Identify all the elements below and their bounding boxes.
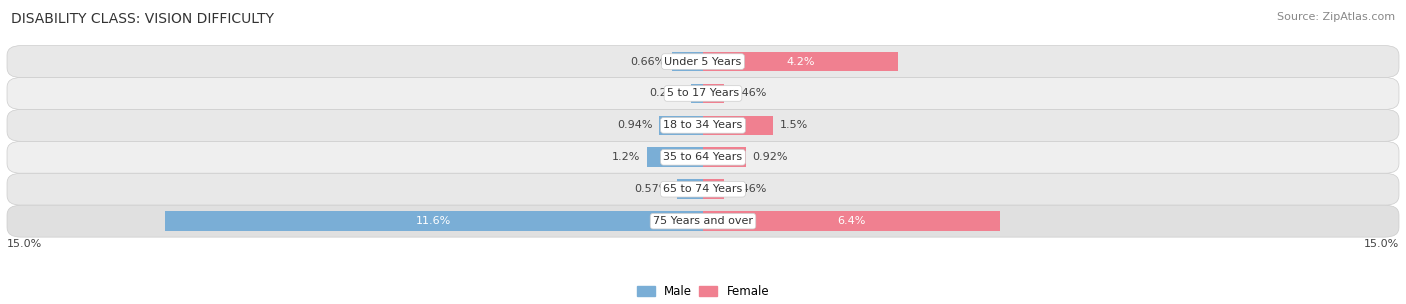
Bar xyxy=(672,52,703,71)
Legend: Male, Female: Male, Female xyxy=(637,285,769,298)
Text: 1.2%: 1.2% xyxy=(612,152,640,162)
Text: 0.46%: 0.46% xyxy=(731,184,766,194)
Text: 4.2%: 4.2% xyxy=(786,57,814,67)
Text: 15.0%: 15.0% xyxy=(1364,239,1399,249)
Bar xyxy=(703,211,1000,231)
Text: 65 to 74 Years: 65 to 74 Years xyxy=(664,184,742,194)
FancyBboxPatch shape xyxy=(7,78,1399,109)
Text: 0.57%: 0.57% xyxy=(634,184,669,194)
Bar xyxy=(703,116,773,135)
Text: 0.94%: 0.94% xyxy=(617,120,652,130)
Text: 0.46%: 0.46% xyxy=(731,88,766,98)
Text: 0.25%: 0.25% xyxy=(650,88,685,98)
Text: 6.4%: 6.4% xyxy=(838,216,866,226)
FancyBboxPatch shape xyxy=(7,109,1399,141)
Text: 75 Years and over: 75 Years and over xyxy=(652,216,754,226)
Bar xyxy=(703,179,724,199)
Text: DISABILITY CLASS: VISION DIFFICULTY: DISABILITY CLASS: VISION DIFFICULTY xyxy=(11,12,274,26)
Bar xyxy=(703,52,898,71)
Bar xyxy=(165,211,703,231)
Bar xyxy=(676,179,703,199)
Text: 0.92%: 0.92% xyxy=(752,152,789,162)
Text: Under 5 Years: Under 5 Years xyxy=(665,57,741,67)
FancyBboxPatch shape xyxy=(7,173,1399,205)
FancyBboxPatch shape xyxy=(7,205,1399,237)
FancyBboxPatch shape xyxy=(7,141,1399,173)
Bar xyxy=(703,84,724,103)
Text: 18 to 34 Years: 18 to 34 Years xyxy=(664,120,742,130)
FancyBboxPatch shape xyxy=(7,46,1399,78)
Bar xyxy=(692,84,703,103)
Text: 1.5%: 1.5% xyxy=(779,120,808,130)
Text: 5 to 17 Years: 5 to 17 Years xyxy=(666,88,740,98)
Text: 11.6%: 11.6% xyxy=(416,216,451,226)
Bar xyxy=(647,147,703,167)
Bar xyxy=(659,116,703,135)
Bar xyxy=(703,147,745,167)
Text: 35 to 64 Years: 35 to 64 Years xyxy=(664,152,742,162)
Text: 0.66%: 0.66% xyxy=(630,57,665,67)
Text: Source: ZipAtlas.com: Source: ZipAtlas.com xyxy=(1277,12,1395,22)
Text: 15.0%: 15.0% xyxy=(7,239,42,249)
